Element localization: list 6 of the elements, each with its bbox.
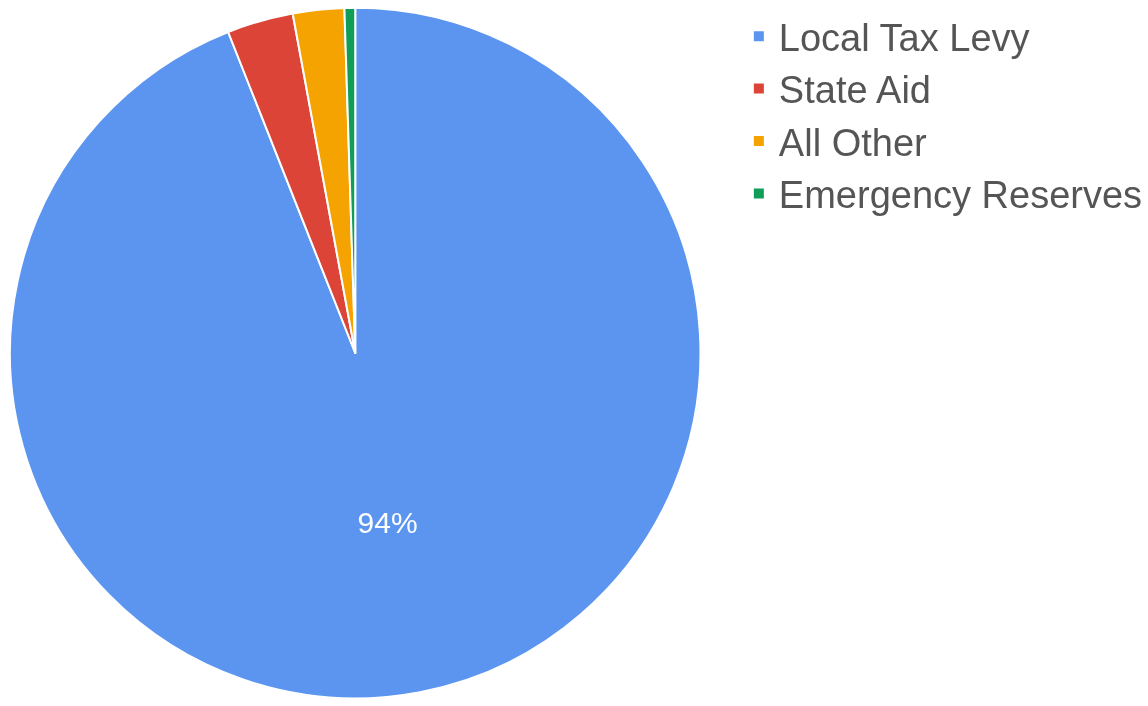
legend-label: All Other	[778, 121, 928, 164]
data-label: 94%	[357, 506, 418, 540]
legend-label: State Aid	[778, 69, 931, 112]
legend-label: Emergency Reserves	[778, 174, 1143, 217]
legend-label: Local Tax Levy	[778, 17, 1030, 60]
pie-slice	[9, 6, 702, 699]
